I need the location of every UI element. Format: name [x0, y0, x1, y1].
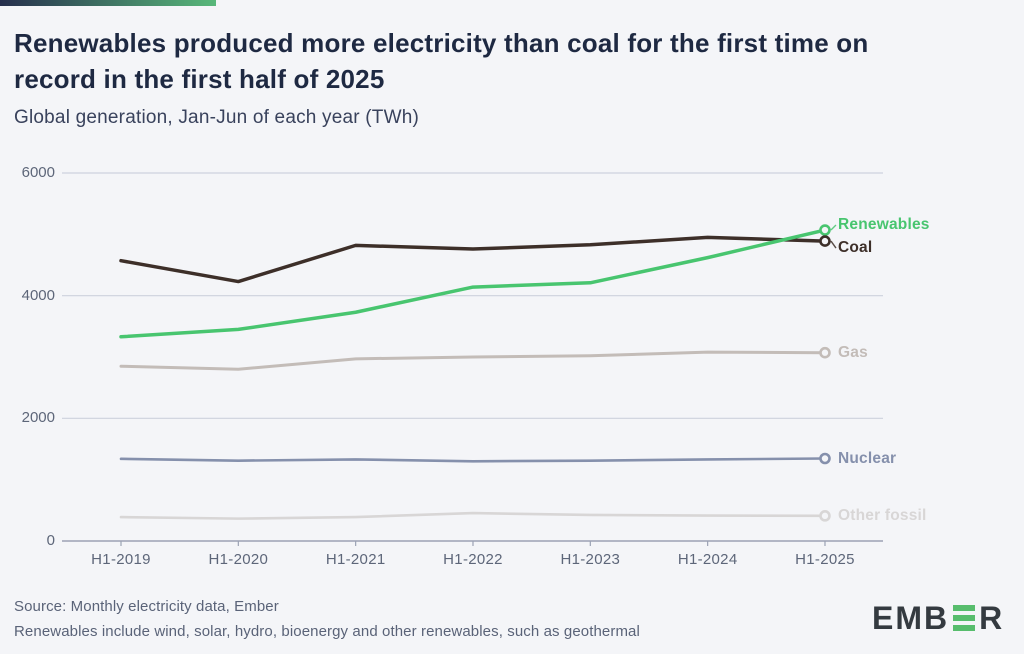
chart-title-line2: record in the first half of 2025	[14, 64, 385, 94]
y-tick-label-2000: 2000	[21, 409, 55, 427]
chart-footnotes: Source: Monthly electricity data, Ember …	[14, 594, 640, 644]
series-line-other-fossil	[119, 511, 827, 520]
chart-title-line1: Renewables produced more electricity tha…	[14, 28, 869, 58]
source-note: Source: Monthly electricity data, Ember	[14, 598, 279, 615]
ember-logo-text-left: EMB	[872, 600, 950, 636]
endpoint-marker-other-fossil	[819, 510, 831, 522]
y-tick-label-6000: 6000	[21, 164, 55, 181]
y-tick-label-0: 0	[46, 532, 55, 549]
brand-accent-bar	[0, 0, 216, 6]
x-tick-label-H1-2023: H1-2023	[560, 551, 621, 568]
endpoint-marker-renewables	[819, 224, 831, 236]
ember-logo-e-bar	[953, 605, 976, 611]
ember-logo-e-icon	[953, 605, 976, 631]
series-label-gas: Gas	[838, 343, 868, 361]
x-tick-label-H1-2020: H1-2020	[208, 551, 269, 568]
x-tick-label-H1-2025: H1-2025	[795, 551, 855, 568]
label-leader-coal	[830, 240, 837, 249]
ember-logo: EMB R	[872, 602, 1004, 634]
ember-logo-e-bar	[953, 615, 976, 621]
series-line-gas	[119, 350, 827, 371]
ember-logo-e-bar	[953, 625, 976, 631]
series-line-renewables	[119, 228, 827, 339]
x-tick-label-H1-2024: H1-2024	[677, 551, 738, 568]
chart-subtitle: Global generation, Jan-Jun of each year …	[14, 107, 420, 128]
chart-title: Renewables produced more electricity tha…	[14, 25, 1004, 97]
endpoint-marker-coal	[819, 235, 831, 247]
y-tick-label-4000: 4000	[21, 286, 55, 304]
x-tick-label-H1-2022: H1-2022	[443, 551, 503, 568]
x-tick-label-H1-2021: H1-2021	[325, 551, 386, 568]
series-line-coal	[119, 235, 827, 284]
series-label-renewables: Renewables	[838, 216, 930, 234]
label-leader-renewables	[830, 224, 837, 231]
series-label-nuclear: Nuclear	[838, 449, 897, 467]
series-label-other-fossil: Other fossil	[838, 506, 927, 524]
endpoint-marker-gas	[819, 346, 831, 359]
endpoint-marker-nuclear	[819, 452, 831, 465]
series-label-coal: Coal	[838, 239, 873, 257]
x-tick-label-H1-2019: H1-2019	[91, 551, 151, 568]
series-line-nuclear	[119, 457, 827, 463]
ember-logo-text-right: R	[979, 600, 1005, 636]
renewables-definition-note: Renewables include wind, solar, hydro, b…	[14, 623, 640, 640]
